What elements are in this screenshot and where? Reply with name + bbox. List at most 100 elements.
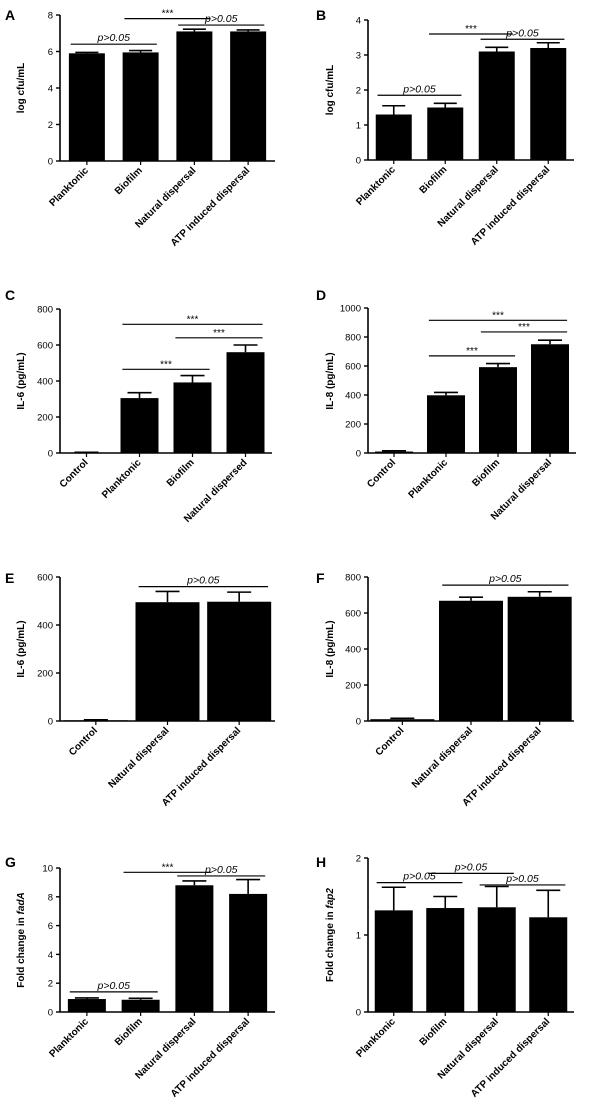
bar <box>230 31 267 161</box>
y-tick-label: 800 <box>345 333 361 344</box>
y-tick-label: 600 <box>345 609 361 620</box>
significance-label: *** <box>187 314 199 325</box>
bar <box>121 999 160 1012</box>
category-label: ATP induced dispersal <box>160 725 244 809</box>
y-tick-label: 1 <box>356 931 361 942</box>
y-tick-label: 0 <box>356 449 361 460</box>
category-label: Control <box>374 725 407 758</box>
bar <box>479 367 517 453</box>
bar <box>176 31 213 161</box>
category-label: Planktonic <box>47 165 91 209</box>
panel-letter: A <box>5 7 15 23</box>
y-tick-label: 2 <box>356 854 361 865</box>
bar <box>439 600 503 721</box>
bar <box>374 910 413 1012</box>
bar <box>67 999 106 1012</box>
category-label: Planktonic <box>47 1016 91 1060</box>
y-tick-label: 800 <box>37 305 53 316</box>
panel-letter: G <box>5 854 16 870</box>
y-tick-label: 4 <box>356 16 361 27</box>
bar <box>175 885 214 1012</box>
y-axis-label-part: IL-8 (pg/mL) <box>325 352 336 409</box>
y-tick-label: 0 <box>48 1008 53 1019</box>
y-tick-label: 800 <box>345 573 361 584</box>
significance-label: p>0.05 <box>97 32 131 44</box>
significance-label: p>0.05 <box>204 864 238 876</box>
bar <box>477 907 516 1012</box>
y-tick-label: 4 <box>48 950 53 961</box>
significance-label: p>0.05 <box>402 871 436 883</box>
category-label: Planktonic <box>354 1016 398 1060</box>
significance-label: p>0.05 <box>402 83 436 95</box>
bar <box>507 596 572 721</box>
y-tick-label: 3 <box>356 51 361 62</box>
bar <box>427 395 465 453</box>
y-tick-label: 6 <box>48 47 53 58</box>
bar <box>427 107 464 160</box>
bar <box>173 382 212 453</box>
y-tick-label: 0 <box>356 156 361 167</box>
y-axis-label: IL-8 (pg/mL) <box>325 620 336 677</box>
significance-label: p>0.05 <box>488 573 522 585</box>
category-label: Biofilm <box>470 457 502 489</box>
y-axis-label: IL-8 (pg/mL) <box>325 352 336 409</box>
y-tick-label: 600 <box>37 341 53 352</box>
panel-d: D IL-8 (pg/mL) 0 200 400 600 800 1000 Control Pla… <box>316 287 576 523</box>
bar <box>531 344 569 453</box>
significance-label: *** <box>160 359 172 370</box>
y-tick-label: 200 <box>345 420 361 431</box>
category-label: Biofilm <box>113 165 145 197</box>
bar <box>120 398 159 453</box>
y-tick-label: 200 <box>345 681 361 692</box>
category-label: Biofilm <box>113 1016 145 1048</box>
category-label: Planktonic <box>407 457 451 501</box>
y-tick-label: 0 <box>48 717 53 728</box>
y-axis-label: Fold change in fadA <box>16 892 27 988</box>
category-label: Biofilm <box>418 1016 450 1048</box>
y-axis-label: IL-6 (pg/mL) <box>16 620 27 677</box>
panel-letter: H <box>316 854 326 870</box>
panel-letter: C <box>5 287 15 303</box>
significance-label: p>0.05 <box>204 13 238 25</box>
significance-label: p>0.05 <box>505 27 539 39</box>
significance-label: p>0.05 <box>505 873 539 885</box>
bar <box>529 917 568 1012</box>
bar <box>207 601 272 721</box>
panel-letter: B <box>316 7 326 23</box>
y-tick-label: 8 <box>48 892 53 903</box>
y-axis-label-part: IL-6 (pg/mL) <box>16 352 27 409</box>
y-tick-label: 400 <box>345 391 361 402</box>
y-tick-label: 0 <box>356 1008 361 1019</box>
category-label: Planktonic <box>100 457 144 501</box>
y-tick-label: 600 <box>37 573 53 584</box>
category-label: Control <box>67 725 100 758</box>
y-tick-label: 1 <box>356 121 361 132</box>
significance-label: *** <box>518 322 530 333</box>
bar <box>375 114 412 160</box>
panel-c: C IL-6 (pg/mL) 0 200 400 600 800 Control Plankto… <box>5 287 272 525</box>
panel-letter: D <box>316 287 326 303</box>
y-tick-label: 4 <box>48 84 53 95</box>
y-tick-label: 2 <box>48 120 53 131</box>
y-tick-label: 200 <box>37 669 53 680</box>
panel-e: E IL-6 (pg/mL) 0 200 400 600 Control Natural di… <box>5 570 275 809</box>
y-axis-label-part: IL-6 (pg/mL) <box>16 620 27 677</box>
y-tick-label: 400 <box>37 621 53 632</box>
y-axis-label-part: log cfu/mL <box>325 65 336 116</box>
y-tick-label: 200 <box>37 413 53 424</box>
y-axis-label-part: log cfu/mL <box>16 63 27 114</box>
significance-label: p>0.05 <box>186 575 220 587</box>
bar <box>68 53 105 162</box>
category-label: ATP induced dispersal <box>460 725 544 809</box>
significance-label: *** <box>466 346 478 357</box>
y-tick-label: 2 <box>48 979 53 990</box>
y-tick-label: 6 <box>48 921 53 932</box>
y-tick-label: 8 <box>48 11 53 22</box>
y-axis-label-part: fadA <box>16 892 27 914</box>
category-label: Control <box>58 457 91 490</box>
panel-letter: E <box>5 570 14 586</box>
category-label: Biofilm <box>418 164 450 196</box>
category-label: Natural dispersal <box>106 725 171 790</box>
y-axis-label: Fold change in fap2 <box>325 888 336 982</box>
